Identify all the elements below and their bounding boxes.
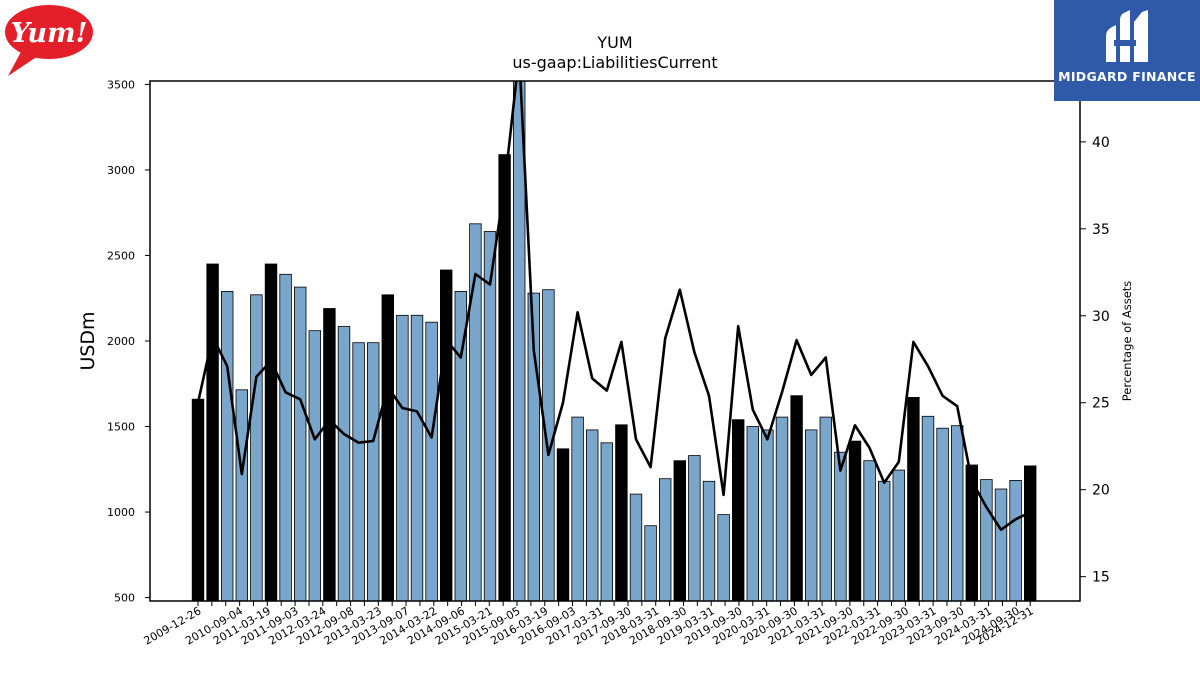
bar — [834, 451, 847, 601]
bar — [878, 480, 891, 601]
bar — [1024, 465, 1037, 601]
y-axis-label: USDm — [77, 311, 99, 370]
bar — [220, 290, 234, 601]
bar — [483, 231, 497, 601]
y-axis-left: 500 1000 1500 2000 2500 3000 3500 — [107, 78, 150, 605]
y2-tick-label: 20 — [1092, 483, 1110, 499]
bar — [629, 493, 643, 601]
bar — [863, 460, 876, 601]
y-tick-label: 3000 — [107, 164, 135, 177]
midgard-logo-text: MIDGARD FINANCE — [1058, 69, 1196, 84]
y-tick-label: 2000 — [107, 335, 135, 348]
midgard-finance-logo: MIDGARD FINANCE — [1054, 0, 1200, 101]
bar — [702, 480, 716, 601]
bar — [790, 395, 803, 601]
bar — [191, 398, 205, 601]
bar — [439, 269, 453, 601]
bar — [805, 429, 818, 601]
bar — [980, 479, 993, 601]
midgard-emblem-icon — [1106, 10, 1148, 62]
y-tick-label: 3500 — [107, 78, 135, 91]
y-tick-label: 2500 — [107, 249, 135, 262]
bar — [907, 396, 920, 601]
bar — [337, 326, 351, 601]
bar — [775, 416, 789, 601]
bar — [673, 460, 687, 601]
bar — [454, 290, 468, 601]
bar — [352, 342, 365, 601]
bar — [615, 424, 628, 601]
chart-title: YUM — [596, 33, 632, 52]
y2-tick-label: 25 — [1092, 396, 1110, 412]
bar — [469, 223, 482, 601]
bar — [965, 464, 979, 601]
bar — [293, 286, 307, 601]
bar — [659, 478, 672, 601]
bar — [425, 321, 438, 601]
bar — [746, 426, 760, 601]
bar — [206, 263, 219, 601]
y-tick-label: 500 — [114, 592, 135, 605]
yum-logo: Yum! — [4, 4, 96, 78]
bar — [688, 455, 701, 601]
yum-logo-text: Yum! — [11, 18, 88, 49]
bar — [250, 294, 263, 601]
bar — [308, 330, 322, 601]
chart-subtitle: us-gaap:LiabilitiesCurrent — [512, 53, 717, 72]
bar — [600, 442, 614, 601]
bar — [235, 389, 249, 601]
bar — [761, 429, 774, 601]
bar — [1009, 479, 1022, 601]
bar — [571, 416, 584, 601]
bar — [264, 263, 278, 601]
bar — [644, 525, 657, 601]
bar — [732, 419, 745, 601]
x-axis: 2009-12-262010-09-042011-03-192011-09-03… — [142, 601, 1036, 648]
bar — [381, 294, 395, 601]
y-axis-right: 15 20 25 30 35 40 — [1080, 135, 1110, 586]
y-tick-label: 1000 — [107, 506, 135, 519]
bar-series — [191, 81, 1037, 601]
bar — [556, 448, 570, 601]
bar — [542, 289, 555, 601]
bar — [921, 415, 935, 601]
bar — [586, 429, 599, 601]
y2-tick-label: 15 — [1092, 570, 1110, 586]
y2-tick-label: 40 — [1092, 135, 1110, 151]
y-tick-label: 1500 — [107, 421, 135, 434]
bar — [936, 427, 949, 601]
y2-tick-label: 35 — [1092, 222, 1110, 238]
bar — [892, 469, 906, 601]
bar — [366, 342, 380, 601]
bar — [819, 416, 833, 601]
bar — [323, 308, 336, 601]
bar — [848, 440, 862, 601]
y2-axis-label: Percentage of Assets — [1120, 281, 1134, 402]
bar — [951, 425, 964, 601]
percentage-line — [196, 81, 1031, 531]
bar — [279, 273, 292, 601]
bar — [396, 314, 409, 601]
bar — [410, 314, 424, 601]
bar — [994, 488, 1008, 601]
bar — [717, 514, 730, 601]
y2-tick-label: 30 — [1092, 309, 1110, 325]
bar — [527, 292, 541, 601]
bar — [498, 154, 511, 601]
